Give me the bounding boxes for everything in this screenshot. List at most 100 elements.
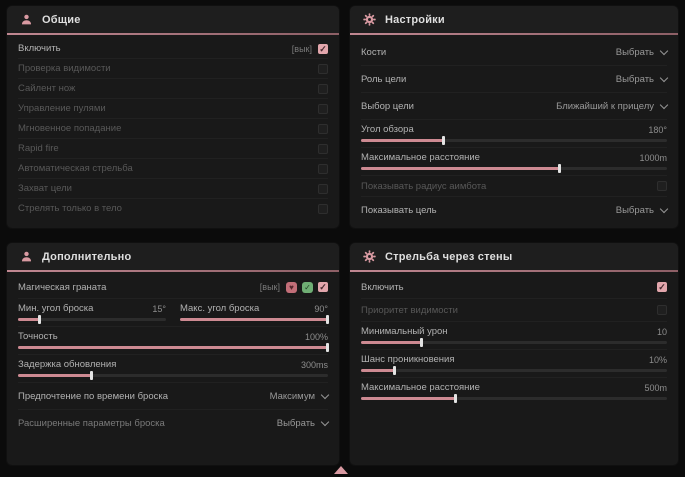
row-slider-penetration-chance: Шанс проникновения 10%: [361, 350, 667, 378]
checkbox-unchecked[interactable]: [318, 163, 328, 174]
dropdown[interactable]: Выбрать: [276, 417, 330, 429]
slider-thumb[interactable]: [38, 315, 42, 324]
dropdown-value: Выбрать: [276, 417, 315, 429]
panel-additional-header: Дополнительно: [7, 243, 339, 270]
checkbox-unchecked[interactable]: [657, 305, 667, 315]
row-toggle-visibility-priority[interactable]: Приоритет видимости: [361, 299, 667, 322]
keybind-tag[interactable]: [вык]: [291, 43, 312, 54]
slider[interactable]: [361, 366, 667, 375]
dropdown[interactable]: Выбрать: [615, 204, 669, 216]
slider-thumb[interactable]: [392, 366, 396, 375]
checkbox-checked[interactable]: [318, 43, 328, 54]
row-slider-max-distance: Максимальное расстояние 500m: [361, 378, 667, 405]
row-label: Стрелять только в тело: [18, 203, 122, 214]
panel-settings: Настройки Кости Выбрать Роль цели Выбрат…: [350, 6, 678, 228]
slider[interactable]: [361, 164, 667, 173]
row-label: Захват цели: [18, 183, 72, 194]
row-toggle-visibility-check[interactable]: Проверка видимости: [18, 59, 328, 79]
slider[interactable]: [361, 394, 667, 403]
slider-label: Макс. угол броска: [180, 303, 260, 314]
header-accent-line: [7, 33, 339, 35]
row-toggle-instant-hit[interactable]: Мгновенное попадание: [18, 119, 328, 139]
panel-title: Общие: [42, 13, 81, 26]
slider-min-throw-angle: Мин. угол броска 15°: [18, 299, 166, 326]
row-dropdown-advanced-throw[interactable]: Расширенные параметры броска Выбрать: [18, 410, 330, 436]
slider-value: 180°: [648, 124, 667, 135]
panel-title: Стрельба через стены: [385, 250, 513, 263]
checkbox-checked[interactable]: [657, 282, 667, 292]
dropdown-value: Выбрать: [615, 204, 654, 216]
row-toggle-silent-knife[interactable]: Сайлент нож: [18, 79, 328, 99]
checkbox-unchecked[interactable]: [318, 203, 328, 214]
slider-label: Точность: [18, 331, 58, 342]
gear-icon: [362, 250, 376, 264]
slider-label: Шанс проникновения: [361, 354, 455, 365]
row-slider-accuracy: Точность 100%: [18, 327, 329, 355]
row-dropdown-target-role[interactable]: Роль цели Выбрать: [361, 66, 669, 93]
slider-max-throw-angle: Макс. угол броска 90°: [180, 299, 329, 326]
shield-check-icon[interactable]: ✓: [302, 281, 313, 293]
slider-thumb[interactable]: [326, 343, 329, 352]
slider[interactable]: [361, 136, 667, 145]
checkbox-unchecked[interactable]: [657, 181, 667, 191]
row-label: Приоритет видимости: [361, 304, 458, 316]
slider-value: 10%: [648, 354, 667, 365]
checkbox-unchecked[interactable]: [318, 63, 328, 74]
row-toggle-body-only[interactable]: Стрелять только в тело: [18, 199, 328, 218]
row-label: Управление пулями: [18, 103, 106, 114]
keybind-tag[interactable]: [вык]: [259, 282, 280, 292]
slider-thumb[interactable]: [90, 371, 94, 380]
slider[interactable]: [18, 371, 328, 380]
row-dropdown-target-select[interactable]: Выбор цели Ближайший к прицелу: [361, 93, 669, 120]
dropdown[interactable]: Ближайший к прицелу: [556, 100, 669, 112]
dropdown[interactable]: Выбрать: [615, 73, 669, 85]
slider-label: Угол обзора: [361, 124, 414, 135]
row-label: Магическая граната: [18, 281, 107, 293]
slider-label: Максимальное расстояние: [361, 152, 480, 163]
chevron-down-icon: [320, 417, 330, 426]
row-dropdown-bones[interactable]: Кости Выбрать: [361, 39, 669, 66]
dropdown[interactable]: Выбрать: [616, 46, 669, 58]
checkbox-unchecked[interactable]: [318, 103, 328, 114]
row-toggle-target-lock[interactable]: Захват цели: [18, 179, 328, 199]
row-enable[interactable]: Включить: [361, 276, 667, 299]
dropdown-value: Выбрать: [615, 73, 654, 85]
slider-thumb[interactable]: [441, 136, 445, 145]
slider[interactable]: [18, 343, 329, 352]
row-toggle-show-aimbot-radius[interactable]: Показывать радиус аимбота: [361, 176, 667, 197]
header-accent-line: [350, 270, 678, 272]
checkbox-unchecked[interactable]: [318, 183, 328, 194]
row-magic-grenade[interactable]: Магическая граната [вык] ♥ ✓: [18, 276, 328, 299]
slider-label: Задержка обновления: [18, 359, 117, 370]
slider-thumb[interactable]: [326, 315, 329, 324]
dropdown[interactable]: Максимум: [270, 390, 330, 402]
row-dropdown-throw-time-pref[interactable]: Предпочтение по времени броска Максимум: [18, 383, 330, 410]
row-label: Роль цели: [361, 73, 407, 85]
scroll-indicator-arrow-icon[interactable]: [334, 466, 348, 474]
row-dropdown-show-target[interactable]: Показывать цель Выбрать: [361, 197, 669, 223]
checkbox-unchecked[interactable]: [318, 83, 328, 94]
row-toggle-bullet-control[interactable]: Управление пулями: [18, 99, 328, 119]
row-slider-update-delay: Задержка обновления 300ms: [18, 355, 328, 383]
slider[interactable]: [18, 315, 166, 324]
slider-thumb[interactable]: [453, 394, 457, 403]
slider-value: 1000m: [639, 152, 667, 163]
panel-title: Настройки: [385, 13, 445, 26]
slider-thumb[interactable]: [420, 338, 424, 347]
panel-title: Дополнительно: [42, 250, 132, 263]
slider[interactable]: [361, 338, 667, 347]
checkbox-unchecked[interactable]: [318, 143, 328, 154]
slider-thumb[interactable]: [557, 164, 561, 173]
header-accent-line: [7, 270, 339, 272]
row-enable[interactable]: Включить [вык]: [18, 39, 328, 59]
row-label: Автоматическая стрельба: [18, 163, 133, 174]
row-toggle-rapid-fire[interactable]: Rapid fire: [18, 139, 328, 159]
slider-label: Мин. угол броска: [18, 303, 94, 314]
checkbox-checked[interactable]: [318, 282, 328, 292]
checkbox-unchecked[interactable]: [318, 123, 328, 134]
row-toggle-auto-fire[interactable]: Автоматическая стрельба: [18, 159, 328, 179]
chevron-down-icon: [659, 46, 669, 55]
slider[interactable]: [180, 315, 329, 324]
heart-icon[interactable]: ♥: [286, 281, 297, 293]
panel-settings-header: Настройки: [350, 6, 678, 33]
